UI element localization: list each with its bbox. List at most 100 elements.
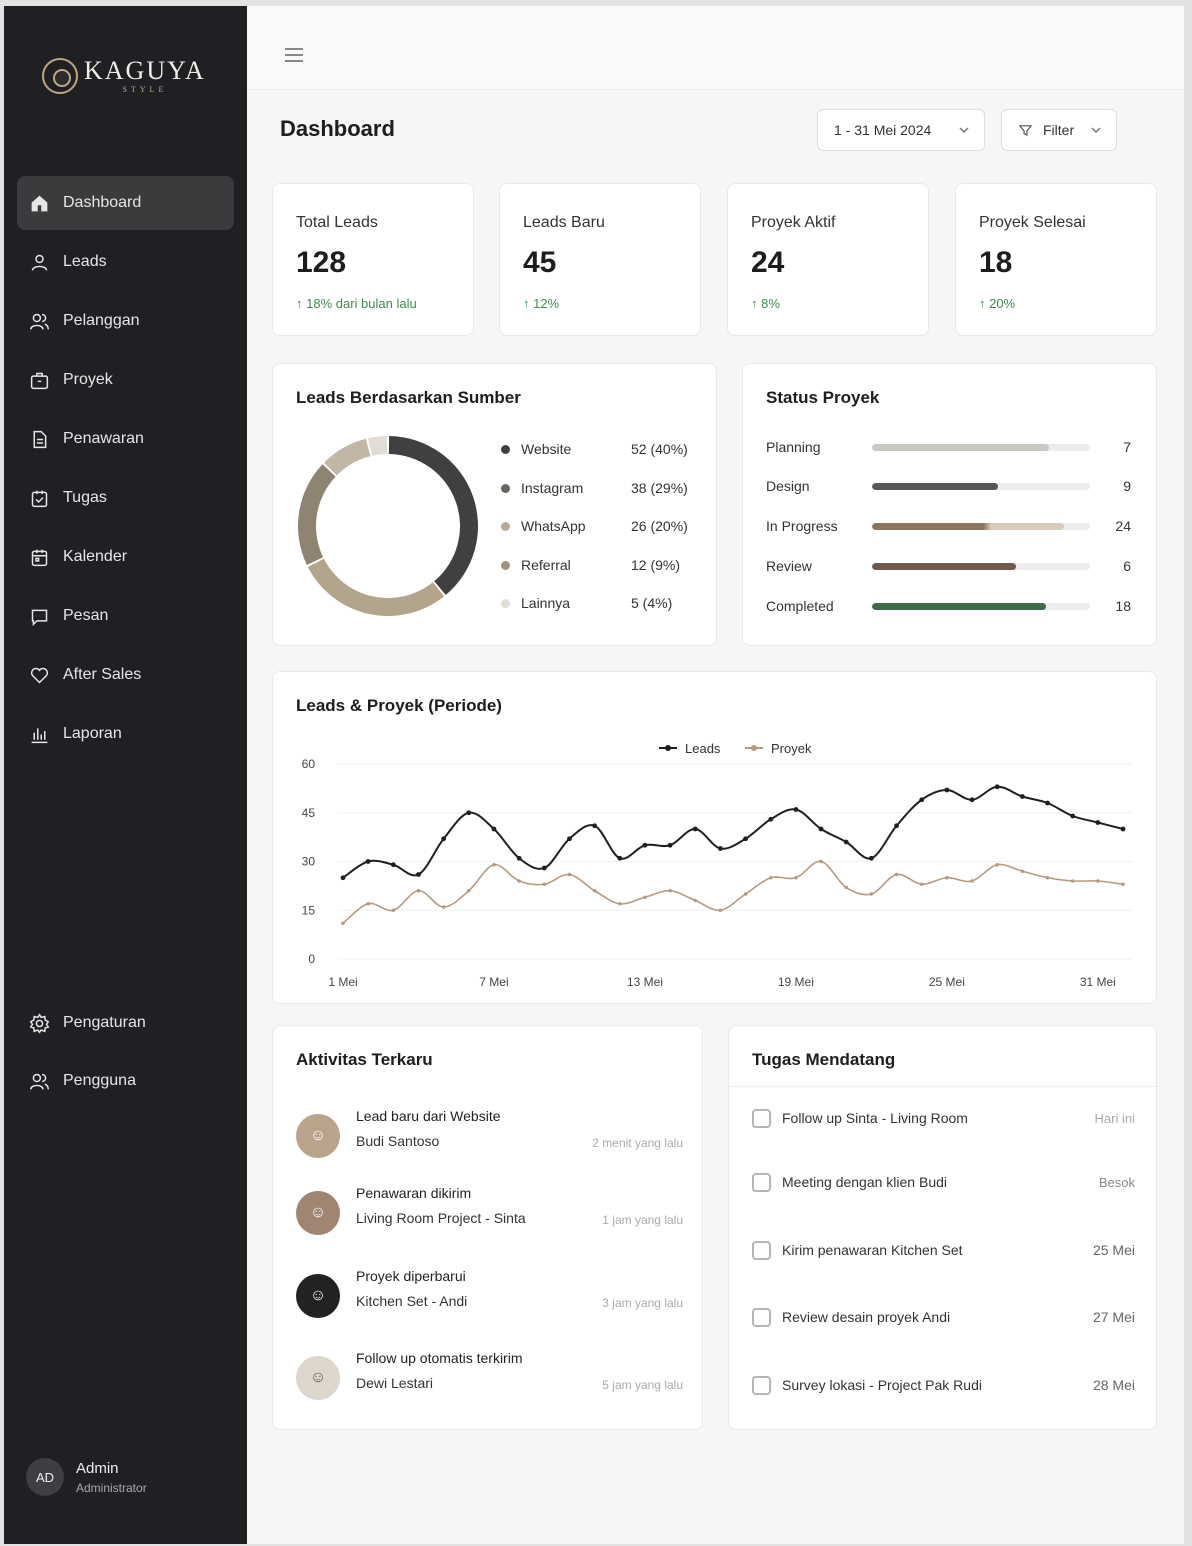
donut-slice-lainnya[interactable] (367, 436, 388, 456)
sidebar-item-pengaturan[interactable]: Pengaturan (17, 996, 234, 1050)
filter-button[interactable]: Filter (1001, 109, 1117, 151)
activity-item[interactable]: ☺ Lead baru dari Website Budi Santoso 2 … (296, 1108, 683, 1168)
data-point-leads[interactable] (1045, 800, 1050, 806)
task-item[interactable]: Survey lokasi - Project Pak Rudi 28 Mei (752, 1373, 1135, 1397)
data-point-proyek[interactable] (492, 862, 496, 867)
data-point-proyek[interactable] (467, 888, 471, 893)
data-point-proyek[interactable] (1045, 875, 1050, 880)
data-point-leads[interactable] (1019, 794, 1025, 799)
task-item[interactable]: Meeting dengan klien Budi Besok (752, 1170, 1135, 1194)
activity-item[interactable]: ☺ Penawaran dikirim Living Room Project … (296, 1185, 683, 1245)
data-point-proyek[interactable] (643, 895, 647, 900)
date-range-select[interactable]: 1 - 31 Mei 2024 (817, 109, 985, 151)
data-point-proyek[interactable] (366, 901, 370, 906)
data-point-proyek[interactable] (391, 908, 396, 913)
data-point-leads[interactable] (390, 862, 396, 868)
sidebar-item-pelanggan[interactable]: Pelanggan (17, 294, 234, 348)
data-point-leads[interactable] (793, 807, 799, 812)
sidebar-item-laporan[interactable]: Laporan (17, 707, 234, 761)
sidebar-item-after-sales[interactable]: After Sales (17, 648, 234, 702)
donut-slice-referral[interactable] (323, 438, 371, 476)
data-point-leads[interactable] (491, 826, 497, 832)
data-point-proyek[interactable] (693, 898, 698, 903)
data-point-leads[interactable] (1120, 826, 1126, 832)
data-point-proyek[interactable] (819, 859, 823, 864)
data-point-proyek[interactable] (542, 882, 547, 887)
data-point-proyek[interactable] (970, 879, 974, 883)
data-point-leads[interactable] (642, 842, 648, 848)
data-point-leads[interactable] (994, 784, 1000, 790)
data-point-leads[interactable] (692, 826, 698, 832)
data-point-proyek[interactable] (341, 921, 345, 926)
data-point-leads[interactable] (541, 865, 547, 871)
data-point-leads[interactable] (868, 855, 874, 861)
task-checkbox[interactable] (752, 1307, 771, 1327)
task-checkbox[interactable] (752, 1375, 771, 1395)
data-point-proyek[interactable] (995, 862, 999, 867)
data-point-proyek[interactable] (617, 901, 622, 906)
data-point-proyek[interactable] (945, 875, 949, 880)
donut-slice-website[interactable] (388, 436, 478, 596)
data-point-proyek[interactable] (441, 905, 446, 909)
data-point-leads[interactable] (441, 836, 447, 842)
data-point-proyek[interactable] (592, 888, 597, 893)
data-point-leads[interactable] (818, 826, 824, 832)
task-checkbox[interactable] (752, 1240, 771, 1260)
data-point-proyek[interactable] (844, 885, 849, 890)
data-point-leads[interactable] (969, 797, 975, 803)
data-point-leads[interactable] (340, 875, 346, 881)
data-point-proyek[interactable] (743, 892, 748, 896)
task-item[interactable]: Review desain proyek Andi 27 Mei (752, 1305, 1135, 1329)
donut-slice-whatsapp[interactable] (298, 464, 336, 566)
data-point-leads[interactable] (365, 859, 371, 864)
menu-icon[interactable] (285, 48, 303, 64)
sidebar-item-kalender[interactable]: Kalender (17, 530, 234, 584)
data-point-leads[interactable] (743, 836, 748, 842)
data-point-proyek[interactable] (794, 875, 798, 880)
user-profile[interactable]: AD Admin Administrator (26, 1458, 147, 1496)
sidebar-item-dashboard[interactable]: Dashboard (17, 176, 234, 230)
data-point-proyek[interactable] (1020, 869, 1025, 874)
data-point-proyek[interactable] (567, 872, 572, 877)
activity-item[interactable]: ☺ Proyek diperbarui Kitchen Set - Andi 3… (296, 1268, 683, 1328)
data-point-proyek[interactable] (668, 888, 672, 893)
data-point-leads[interactable] (894, 823, 899, 829)
data-point-proyek[interactable] (416, 888, 421, 893)
data-point-proyek[interactable] (768, 875, 773, 880)
data-point-proyek[interactable] (517, 879, 521, 883)
sidebar-item-leads[interactable]: Leads (17, 235, 234, 289)
data-point-leads[interactable] (919, 797, 925, 803)
data-point-leads[interactable] (843, 839, 849, 845)
task-item[interactable]: Follow up Sinta - Living Room Hari ini (752, 1106, 1135, 1130)
sidebar-item-pengguna[interactable]: Pengguna (17, 1054, 234, 1108)
data-point-leads[interactable] (1095, 820, 1101, 825)
sidebar-item-penawaran[interactable]: Penawaran (17, 412, 234, 466)
donut-slice-instagram[interactable] (307, 558, 445, 616)
data-point-leads[interactable] (667, 842, 673, 848)
data-point-leads[interactable] (944, 787, 950, 793)
data-point-proyek[interactable] (1070, 879, 1075, 883)
data-point-leads[interactable] (567, 836, 572, 842)
sidebar-item-pesan[interactable]: Pesan (17, 589, 234, 643)
data-point-leads[interactable] (516, 855, 522, 861)
data-point-proyek[interactable] (919, 882, 924, 887)
data-point-proyek[interactable] (869, 892, 874, 896)
sidebar-item-tugas[interactable]: Tugas (17, 471, 234, 525)
data-point-proyek[interactable] (894, 872, 899, 877)
data-point-leads[interactable] (718, 846, 723, 851)
data-point-leads[interactable] (416, 872, 421, 877)
data-point-leads[interactable] (466, 810, 472, 816)
data-point-leads[interactable] (617, 855, 623, 861)
data-point-leads[interactable] (592, 823, 598, 829)
task-item[interactable]: Kirim penawaran Kitchen Set 25 Mei (752, 1238, 1135, 1262)
data-point-proyek[interactable] (1096, 879, 1100, 883)
data-point-proyek[interactable] (1121, 882, 1125, 887)
brand-logo[interactable]: KAGUYA STYLE (42, 58, 206, 94)
activity-item[interactable]: ☺ Follow up otomatis terkirim Dewi Lesta… (296, 1350, 683, 1410)
sidebar-item-proyek[interactable]: Proyek (17, 353, 234, 407)
data-point-leads[interactable] (768, 816, 774, 822)
task-checkbox[interactable] (752, 1108, 771, 1128)
task-checkbox[interactable] (752, 1172, 771, 1192)
data-point-proyek[interactable] (718, 908, 723, 913)
data-point-leads[interactable] (1070, 813, 1076, 819)
